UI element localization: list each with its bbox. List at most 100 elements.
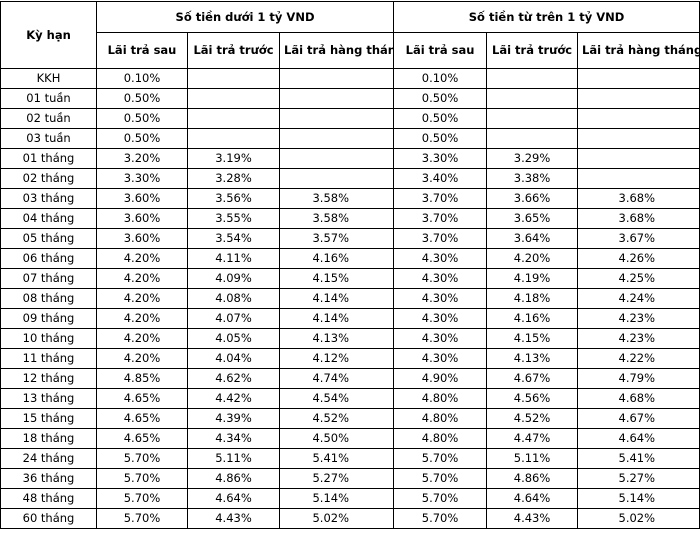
rate-cell: 5.27% <box>278 468 395 489</box>
rate-cell: 0.50% <box>96 108 188 129</box>
rate-cell: 4.65% <box>96 428 188 449</box>
term-cell: 24 tháng <box>0 448 97 469</box>
rate-cell: 5.11% <box>486 448 579 469</box>
term-cell: KKH <box>0 68 97 89</box>
rate-cell: 4.14% <box>278 308 395 329</box>
term-cell: 03 tuần <box>0 128 97 149</box>
table-row: 07 tháng 4.20% 4.09% 4.15% 4.30% 4.19% 4.25% <box>0 268 700 289</box>
rate-cell: 4.67% <box>486 368 579 389</box>
rate-cell: 4.65% <box>96 388 188 409</box>
term-cell: 01 tuần <box>0 88 97 109</box>
rate-cell: 4.47% <box>486 428 579 449</box>
rate-cell: 3.68% <box>577 188 700 209</box>
rate-cell: 4.16% <box>486 308 579 329</box>
group-header: Số tiền dưới 1 tỷ VND <box>95 1 395 33</box>
rate-cell: 5.27% <box>577 468 700 489</box>
rate-cell: 0.50% <box>393 128 488 149</box>
rate-cell: 4.12% <box>278 348 395 369</box>
rate-cell: 4.64% <box>187 488 280 509</box>
term-cell: 18 tháng <box>0 428 97 449</box>
table-row: 15 tháng 4.65% 4.39% 4.52% 4.80% 4.52% 4.67% <box>0 408 700 429</box>
rate-cell: 3.54% <box>187 228 280 249</box>
group-header: Số tiền từ trên 1 tỷ VND <box>393 1 700 33</box>
rate-cell: 5.70% <box>393 488 488 509</box>
rate-cell: 4.14% <box>278 288 395 309</box>
rate-cell: 3.30% <box>393 148 488 169</box>
rate-cell: 5.02% <box>577 508 700 529</box>
rate-cell <box>486 108 579 129</box>
rate-cell: 4.52% <box>486 408 579 429</box>
term-cell: 13 tháng <box>0 388 97 409</box>
rate-cell: 4.74% <box>278 368 395 389</box>
rate-cell: 5.11% <box>187 448 280 469</box>
header-row: Lãi trả sau Lãi trả trước Lãi trả hàng thá… <box>1 32 700 69</box>
term-cell: 11 tháng <box>0 348 97 369</box>
rate-cell: 3.65% <box>486 208 579 229</box>
term-cell: 10 tháng <box>0 328 97 349</box>
header-row: Kỳ hạn Số tiền dưới 1 tỷ VND Số tiền từ tr… <box>0 1 700 69</box>
rate-cell: 4.26% <box>577 248 700 269</box>
table-row: 13 tháng 4.65% 4.42% 4.54% 4.80% 4.56% 4.68% <box>0 388 700 409</box>
rate-cell: 4.19% <box>486 268 579 289</box>
rate-cell: 5.70% <box>96 488 188 509</box>
term-cell: 03 tháng <box>0 188 97 209</box>
rate-cell: 4.86% <box>187 468 280 489</box>
subheader: Lãi trả sau <box>96 32 188 69</box>
rate-cell: 4.86% <box>486 468 579 489</box>
rate-cell: 4.30% <box>393 248 488 269</box>
table-row: 03 tuần 0.50% 0.50% <box>0 128 700 149</box>
rate-cell: 4.20% <box>96 248 188 269</box>
rate-cell: 3.58% <box>278 208 395 229</box>
rate-cell: 4.54% <box>278 388 395 409</box>
rate-cell <box>486 68 579 89</box>
rate-cell: 4.79% <box>577 368 700 389</box>
rate-cell: 3.70% <box>393 188 488 209</box>
subheader: Lãi trả hàng tháng <box>278 32 395 69</box>
table-row: 60 tháng 5.70% 4.43% 5.02% 5.70% 4.43% 5.02% <box>0 508 700 529</box>
term-cell: 02 tuần <box>0 108 97 129</box>
subheader: Lãi trả trước <box>187 32 280 69</box>
rate-cell: 3.56% <box>187 188 280 209</box>
term-cell: 48 tháng <box>0 488 97 509</box>
rate-cell: 0.10% <box>393 68 488 89</box>
table-row: 09 tháng 4.20% 4.07% 4.14% 4.30% 4.16% 4.23% <box>0 308 700 329</box>
table-row: 36 tháng 5.70% 4.86% 5.27% 5.70% 4.86% 5.27% <box>0 468 700 489</box>
term-cell: 09 tháng <box>0 308 97 329</box>
term-cell: 08 tháng <box>0 288 97 309</box>
rate-cell: 4.80% <box>393 408 488 429</box>
rate-cell: 5.70% <box>393 508 488 529</box>
rate-cell <box>577 88 700 109</box>
table-body: KKH 0.10% 0.10% 01 tuần 0.50% 0.50% 02 tuần 0.5… <box>0 68 700 529</box>
rate-cell: 4.64% <box>577 428 700 449</box>
rate-cell: 4.30% <box>393 348 488 369</box>
rate-cell: 4.04% <box>187 348 280 369</box>
rate-cell: 3.20% <box>96 148 188 169</box>
rate-cell <box>278 148 395 169</box>
rate-cell: 3.70% <box>393 228 488 249</box>
rate-cell: 4.43% <box>486 508 579 529</box>
rate-cell: 4.30% <box>393 328 488 349</box>
rate-cell: 4.20% <box>96 308 188 329</box>
rate-cell: 4.62% <box>187 368 280 389</box>
rate-cell <box>486 128 579 149</box>
term-header: Kỳ hạn <box>0 1 97 69</box>
rate-cell: 4.11% <box>187 248 280 269</box>
table-row: 11 tháng 4.20% 4.04% 4.12% 4.30% 4.13% 4.22% <box>0 348 700 369</box>
subheader: Lãi trả sau <box>393 32 488 69</box>
rate-cell: 4.13% <box>486 348 579 369</box>
table-row: 02 tuần 0.50% 0.50% <box>0 108 700 129</box>
rate-cell <box>278 68 395 89</box>
rate-cell: 4.15% <box>486 328 579 349</box>
rate-cell: 0.10% <box>96 68 188 89</box>
term-cell: 06 tháng <box>0 248 97 269</box>
rate-cell <box>577 108 700 129</box>
rate-cell <box>187 108 280 129</box>
term-cell: 02 tháng <box>0 168 97 189</box>
subheader: Lãi trả trước <box>486 32 579 69</box>
rate-cell <box>278 128 395 149</box>
rate-cell <box>187 68 280 89</box>
rate-cell: 4.08% <box>187 288 280 309</box>
rate-cell: 0.50% <box>393 88 488 109</box>
rate-cell: 4.67% <box>577 408 700 429</box>
rate-cell: 4.20% <box>96 348 188 369</box>
